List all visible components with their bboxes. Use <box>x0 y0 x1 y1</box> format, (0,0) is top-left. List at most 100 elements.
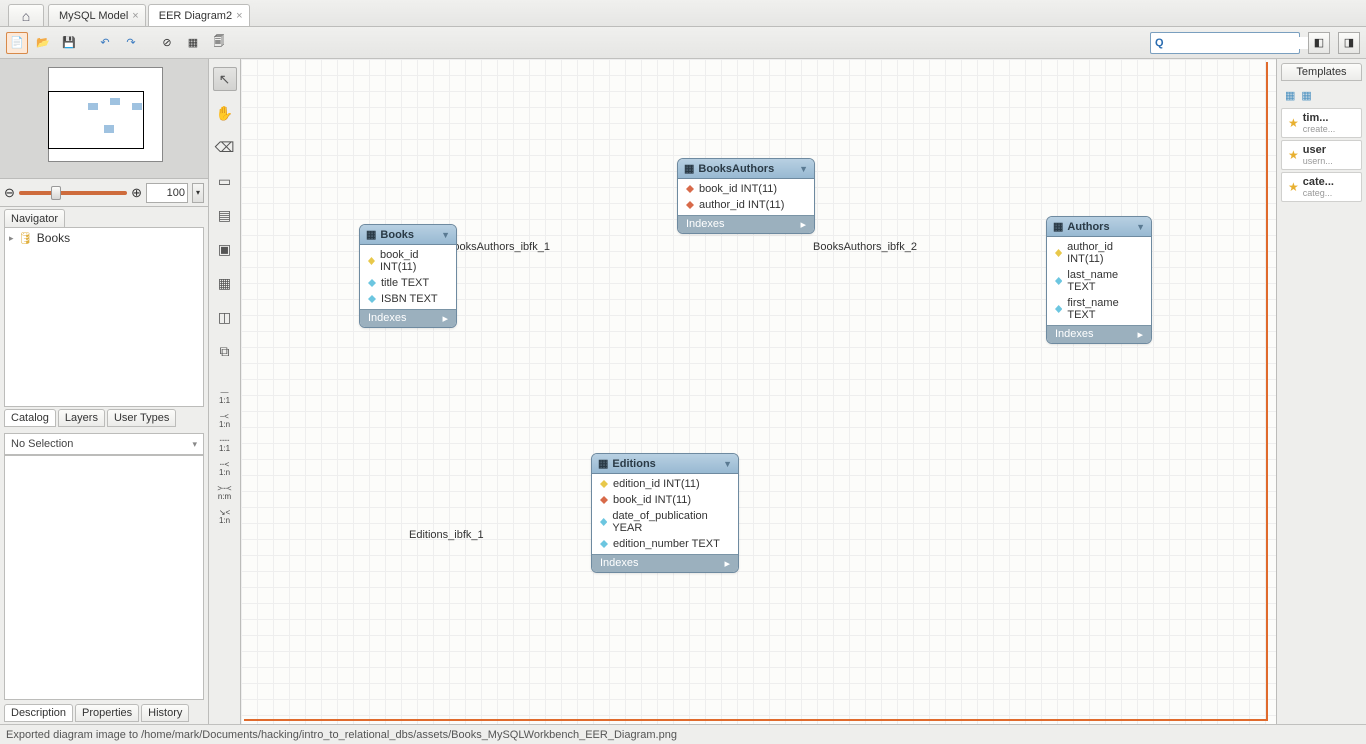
expand-icon[interactable]: ▸ <box>1137 328 1143 341</box>
main-area: ⊖ ⊕ 100 ▾ Navigator ▸ 🛢 Books Catalog La… <box>0 59 1366 724</box>
template-grid-icon[interactable]: ▦ <box>1301 89 1311 102</box>
tool-note[interactable]: ▤ <box>213 203 237 227</box>
column-label: date_of_publication YEAR <box>612 510 730 534</box>
entity-books[interactable]: ▦Books▼ book_id INT(11) title TEXT ISBN … <box>359 224 457 328</box>
tool-table[interactable]: ▦ <box>213 271 237 295</box>
view-toggle-2[interactable]: ◨ <box>1338 32 1360 54</box>
column-label: last_name TEXT <box>1067 269 1143 293</box>
tool-rel-1-1-a[interactable]: ⎯⎯1:1 <box>212 389 238 403</box>
align-button[interactable]: ▦ <box>182 32 204 54</box>
indexes-label[interactable]: Indexes <box>368 312 407 325</box>
expand-icon[interactable]: ▸ <box>800 218 806 231</box>
left-mid-tabs: Catalog Layers User Types <box>4 409 204 427</box>
tool-region[interactable]: ▭ <box>213 169 237 193</box>
export-button[interactable]: 🗐 <box>208 32 230 54</box>
zoom-value[interactable]: 100 <box>146 183 188 203</box>
tab-history[interactable]: History <box>141 704 189 722</box>
star-icon: ★ <box>1288 180 1299 194</box>
fk-icon <box>686 185 694 193</box>
indexes-label[interactable]: Indexes <box>600 557 639 570</box>
selection-dropdown[interactable]: No Selection ▾ <box>4 433 204 455</box>
template-sub: categ... <box>1303 188 1334 198</box>
entity-editions[interactable]: ▦Editions▼ edition_id INT(11) book_id IN… <box>591 453 739 573</box>
top-tab-strip: ⌂ MySQL Model × EER Diagram2 × <box>0 0 1366 27</box>
collapse-icon[interactable]: ▼ <box>1136 222 1145 232</box>
collapse-icon[interactable]: ▼ <box>799 164 808 174</box>
collapse-icon[interactable]: ▼ <box>441 230 450 240</box>
tool-eraser[interactable]: ⌫ <box>213 135 237 159</box>
expand-icon[interactable]: ▸ <box>724 557 730 570</box>
undo-button[interactable]: ↶ <box>94 32 116 54</box>
entity-authors[interactable]: ▦Authors▼ author_id INT(11) last_name TE… <box>1046 216 1152 344</box>
status-bar: Exported diagram image to /home/mark/Doc… <box>0 724 1366 744</box>
indexes-label[interactable]: Indexes <box>1055 328 1094 341</box>
home-tab[interactable]: ⌂ <box>8 4 44 26</box>
tool-hand[interactable]: ✋ <box>213 101 237 125</box>
tab-catalog[interactable]: Catalog <box>4 409 56 427</box>
search-field[interactable] <box>1168 37 1310 49</box>
view-toggle-1[interactable]: ◧ <box>1308 32 1330 54</box>
tool-routine[interactable]: ⧉ <box>213 339 237 363</box>
catalog-tree[interactable]: ▸ 🛢 Books <box>4 227 204 407</box>
star-icon: ★ <box>1288 116 1299 130</box>
tool-rel-1-n-c[interactable]: ↘<1:n <box>212 509 238 523</box>
star-icon: ★ <box>1288 148 1299 162</box>
diagram-canvas[interactable]: BooksAuthors_ibfk_1 BooksAuthors_ibfk_2 … <box>241 59 1276 724</box>
new-file-button[interactable]: 📄 <box>6 32 28 54</box>
search-input[interactable]: Q <box>1150 32 1300 54</box>
open-file-button[interactable]: 📂 <box>32 32 54 54</box>
home-icon: ⌂ <box>22 8 30 24</box>
template-label: user <box>1303 144 1326 156</box>
main-toolbar: 📄 📂 💾 ↶ ↷ ⊘ ▦ 🗐 Q ◧ ◨ <box>0 27 1366 59</box>
rel-label-ba1: BooksAuthors_ibfk_1 <box>446 241 550 253</box>
tool-rel-1-n-b[interactable]: ┄<1:n <box>212 461 238 475</box>
close-icon[interactable]: × <box>236 10 242 22</box>
template-item[interactable]: ★ cate...categ... <box>1281 172 1362 202</box>
expand-icon[interactable]: ▸ <box>9 233 14 244</box>
templates-header: Templates <box>1281 63 1362 81</box>
tool-rel-1-1-b[interactable]: ┄┄1:1 <box>212 437 238 451</box>
zoom-out-icon[interactable]: ⊖ <box>4 185 15 201</box>
tool-image[interactable]: ▣ <box>213 237 237 261</box>
redo-button[interactable]: ↷ <box>120 32 142 54</box>
zoom-controls: ⊖ ⊕ 100 ▾ <box>0 179 208 207</box>
template-item[interactable]: ★ tim...create... <box>1281 108 1362 138</box>
zoom-in-icon[interactable]: ⊕ <box>131 185 142 201</box>
close-icon[interactable]: × <box>132 10 138 22</box>
grid-toggle-button[interactable]: ⊘ <box>156 32 178 54</box>
save-button[interactable]: 💾 <box>58 32 80 54</box>
zoom-spinner[interactable]: ▾ <box>192 183 204 203</box>
tab-eer-diagram[interactable]: EER Diagram2 × <box>148 4 250 26</box>
tab-user-types[interactable]: User Types <box>107 409 176 427</box>
entity-title: Books <box>380 229 414 241</box>
indexes-label[interactable]: Indexes <box>686 218 725 231</box>
tab-properties[interactable]: Properties <box>75 704 139 722</box>
column-label: book_id INT(11) <box>699 183 777 195</box>
template-label: cate... <box>1303 176 1334 188</box>
column-label: author_id INT(11) <box>1067 241 1143 265</box>
properties-area <box>4 455 204 700</box>
collapse-icon[interactable]: ▼ <box>723 459 732 469</box>
column-label: first_name TEXT <box>1067 297 1143 321</box>
diagram-overview[interactable] <box>0 59 208 179</box>
tab-layers[interactable]: Layers <box>58 409 105 427</box>
tab-mysql-model[interactable]: MySQL Model × <box>48 4 146 26</box>
navigator-tab[interactable]: Navigator <box>4 209 65 227</box>
tool-rel-n-m[interactable]: >┄<n:m <box>212 485 238 499</box>
column-label: ISBN TEXT <box>381 293 438 305</box>
template-add-icon[interactable]: ▦ <box>1285 89 1295 102</box>
left-panel: ⊖ ⊕ 100 ▾ Navigator ▸ 🛢 Books Catalog La… <box>0 59 209 724</box>
zoom-slider[interactable] <box>19 191 127 195</box>
tool-rel-1-n-a[interactable]: ⎯<1:n <box>212 413 238 427</box>
vertical-extent-marker <box>1266 62 1268 721</box>
expand-icon[interactable]: ▸ <box>442 312 448 325</box>
tool-view[interactable]: ◫ <box>213 305 237 329</box>
entity-booksauthors[interactable]: ▦BooksAuthors▼ book_id INT(11) author_id… <box>677 158 815 234</box>
rel-label-ba2: BooksAuthors_ibfk_2 <box>813 241 917 253</box>
tree-item-books[interactable]: ▸ 🛢 Books <box>5 228 203 248</box>
fk-icon <box>686 201 694 209</box>
tab-description[interactable]: Description <box>4 704 73 722</box>
template-item[interactable]: ★ userusern... <box>1281 140 1362 170</box>
column-label: author_id INT(11) <box>699 199 784 211</box>
tool-pointer[interactable]: ↖ <box>213 67 237 91</box>
